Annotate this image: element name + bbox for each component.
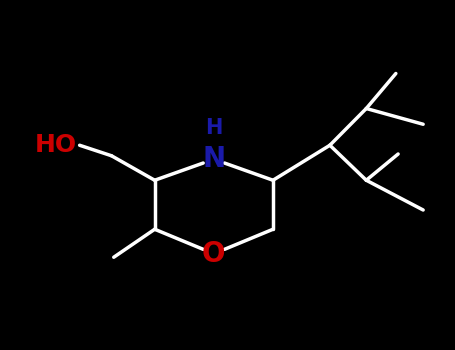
Text: HO: HO	[35, 133, 77, 157]
Text: O: O	[202, 240, 226, 268]
Text: N: N	[202, 145, 225, 173]
Text: H: H	[205, 118, 222, 138]
